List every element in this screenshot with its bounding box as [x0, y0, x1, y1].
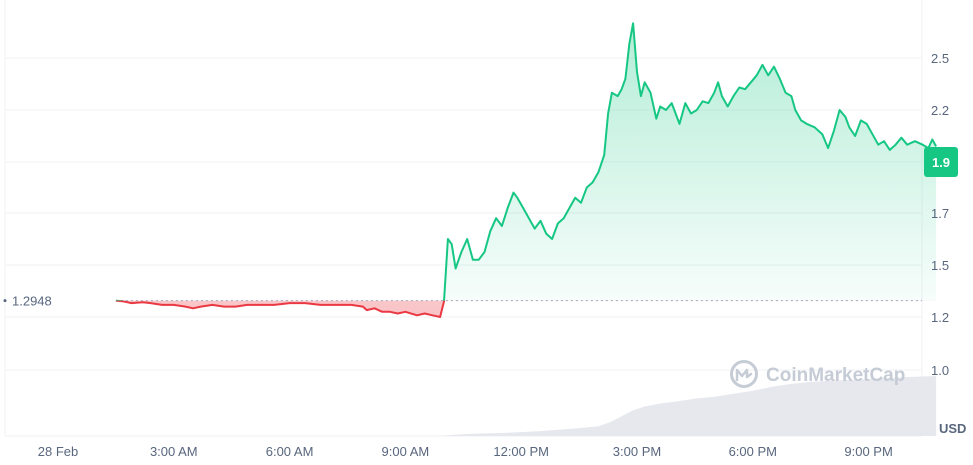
x-tick-label: 12:00 PM: [493, 444, 549, 459]
coinmarketcap-watermark: CoinMarketCap: [730, 360, 905, 388]
price-line-up: [115, 22, 937, 301]
y-tick-label: 1.0: [931, 363, 949, 378]
y-axis: 2.5 2.2 1.9 1.7 1.5 1.2 1.0: [931, 51, 949, 378]
baseline-label: 1.2948: [12, 294, 52, 309]
watermark-text: CoinMarketCap: [766, 365, 905, 386]
volume-bars: [440, 376, 937, 436]
y-tick-label: 1.5: [931, 258, 949, 273]
y-tick-label: 2.2: [931, 103, 949, 118]
current-price-badge: 1.9: [924, 147, 958, 177]
y-tick-label: 1.7: [931, 206, 949, 221]
x-tick-label: 3:00 AM: [150, 444, 198, 459]
x-tick-label: 28 Feb: [38, 444, 78, 459]
coinmarketcap-logo-icon: [730, 360, 758, 388]
currency-unit-label: USD: [939, 421, 966, 436]
baseline-dot: [3, 299, 7, 303]
x-tick-label: 3:00 PM: [613, 444, 661, 459]
x-tick-label: 6:00 AM: [266, 444, 314, 459]
price-area-above-baseline: [444, 23, 937, 301]
x-tick-label: 9:00 PM: [844, 444, 892, 459]
current-price-label: 1.9: [932, 155, 950, 170]
y-tick-label: 2.5: [931, 51, 949, 66]
x-tick-label: 9:00 AM: [382, 444, 430, 459]
y-tick-label: 1.2: [931, 310, 949, 325]
x-tick-label: 6:00 PM: [729, 444, 777, 459]
x-axis: 28 Feb 3:00 AM 6:00 AM 9:00 AM 12:00 PM 3:00 …: [38, 444, 893, 459]
baseline-marker: 1.2948: [3, 294, 52, 309]
price-line-down: [115, 300, 446, 318]
current-price-box: [924, 147, 958, 177]
